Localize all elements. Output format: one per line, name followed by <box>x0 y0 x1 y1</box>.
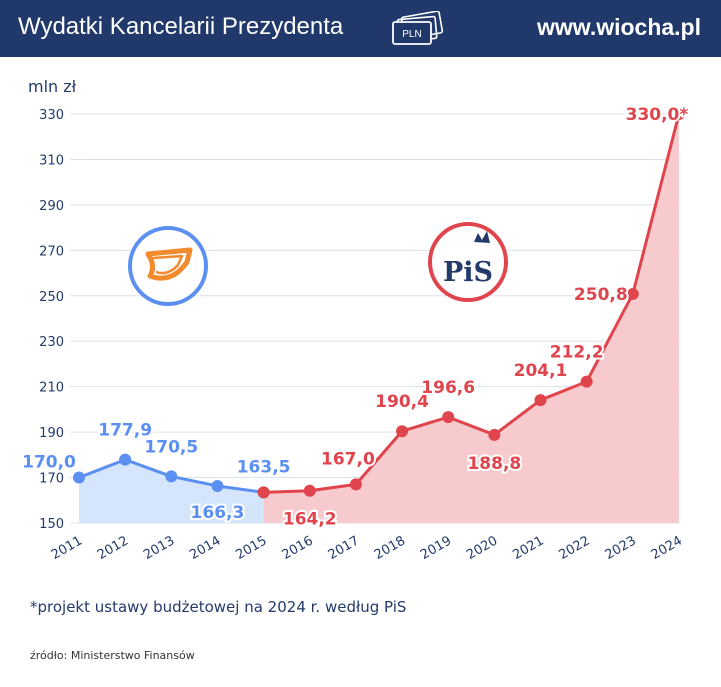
banknote-pln-icon: PLN <box>392 11 444 45</box>
y-tick-label: 190 <box>39 426 64 441</box>
data-points <box>73 108 685 499</box>
header-bar: Wydatki Kancelarii Prezydenta PLN www.wi… <box>0 0 721 57</box>
x-tick-label: 2016 <box>280 533 316 563</box>
x-tick-label: 2012 <box>95 533 131 563</box>
po-logo-mark-icon <box>145 247 193 281</box>
data-point-red <box>303 484 316 497</box>
x-tick-label: 2019 <box>418 533 454 563</box>
source-note: źródło: Ministerstwo Finansów <box>30 649 195 662</box>
x-tick-label: 2015 <box>233 533 269 563</box>
data-label-red: 196,6 <box>421 378 475 398</box>
data-point-red <box>626 287 639 300</box>
x-tick-label: 2021 <box>510 533 546 563</box>
y-tick-label: 170 <box>39 472 64 487</box>
data-point-red <box>672 108 685 120</box>
pis-logo-text: PiS <box>443 257 493 288</box>
data-label-red: 190,4 <box>375 392 429 412</box>
x-tick-label: 2023 <box>603 533 639 563</box>
x-tick-label: 2024 <box>649 533 685 563</box>
y-tick-label: 210 <box>39 381 64 396</box>
y-axis-unit-label: mln zł <box>28 77 77 96</box>
data-point-red <box>488 428 501 441</box>
data-label-red: 204,1 <box>514 361 568 381</box>
data-label-red: 250,8 <box>574 285 628 305</box>
po-logo <box>128 226 208 306</box>
data-label-blue: 170,0 <box>22 453 76 473</box>
y-tick-label: 230 <box>39 335 64 350</box>
pis-logo-ring <box>428 222 508 302</box>
x-tick-label: 2014 <box>187 533 223 563</box>
y-tick-label: 330 <box>39 108 64 123</box>
data-point-red <box>442 411 455 424</box>
data-point-red <box>257 486 270 499</box>
data-label-red: 188,8 <box>467 454 521 474</box>
data-label-red: 167,0 <box>321 449 375 469</box>
po-logo-inner-icon <box>152 254 184 275</box>
po-logo-ring <box>128 226 208 306</box>
y-tick-label: 150 <box>39 517 64 532</box>
data-label-blue: 170,5 <box>144 437 198 457</box>
series-red-area <box>263 114 679 523</box>
y-tick-label: 250 <box>39 290 64 305</box>
pis-logo: PiS <box>428 222 508 302</box>
x-tick-label: 2011 <box>49 533 85 563</box>
y-tick-label: 290 <box>39 199 64 214</box>
data-point-red <box>580 375 593 388</box>
data-point-blue <box>73 471 85 484</box>
data-point-red <box>349 478 362 491</box>
x-tick-label: 2022 <box>556 533 592 563</box>
x-tick-label: 2017 <box>326 533 362 563</box>
x-tick-label: 2020 <box>464 533 500 563</box>
data-label-blue: 177,9 <box>98 421 152 441</box>
data-point-red <box>534 394 547 407</box>
y-tick-label: 270 <box>39 244 64 259</box>
data-label-red: 212,2 <box>550 343 604 363</box>
data-point-blue <box>211 479 224 492</box>
series-areas <box>79 114 679 523</box>
footnote: *projekt ustawy budżetowej na 2024 r. we… <box>30 598 407 616</box>
page-title: Wydatki Kancelarii Prezydenta <box>18 13 344 40</box>
pis-crown-icon <box>474 231 490 243</box>
series-blue-area <box>79 459 264 523</box>
x-tick-label: 2018 <box>372 533 408 563</box>
data-point-red <box>396 425 409 438</box>
y-tick-label: 310 <box>39 153 64 168</box>
data-label-blue: 163,5 <box>237 457 291 477</box>
data-label-red: 164,2 <box>283 510 337 530</box>
series-red-line <box>263 113 681 494</box>
data-label-blue: 166,3 <box>191 503 245 523</box>
pln-badge-text: PLN <box>402 29 421 40</box>
x-tick-label: 2013 <box>141 533 177 563</box>
data-label-red: 330,0* <box>626 105 689 125</box>
watermark: www.wiocha.pl <box>537 14 701 40</box>
data-point-blue <box>119 453 132 466</box>
data-point-blue <box>165 470 178 483</box>
